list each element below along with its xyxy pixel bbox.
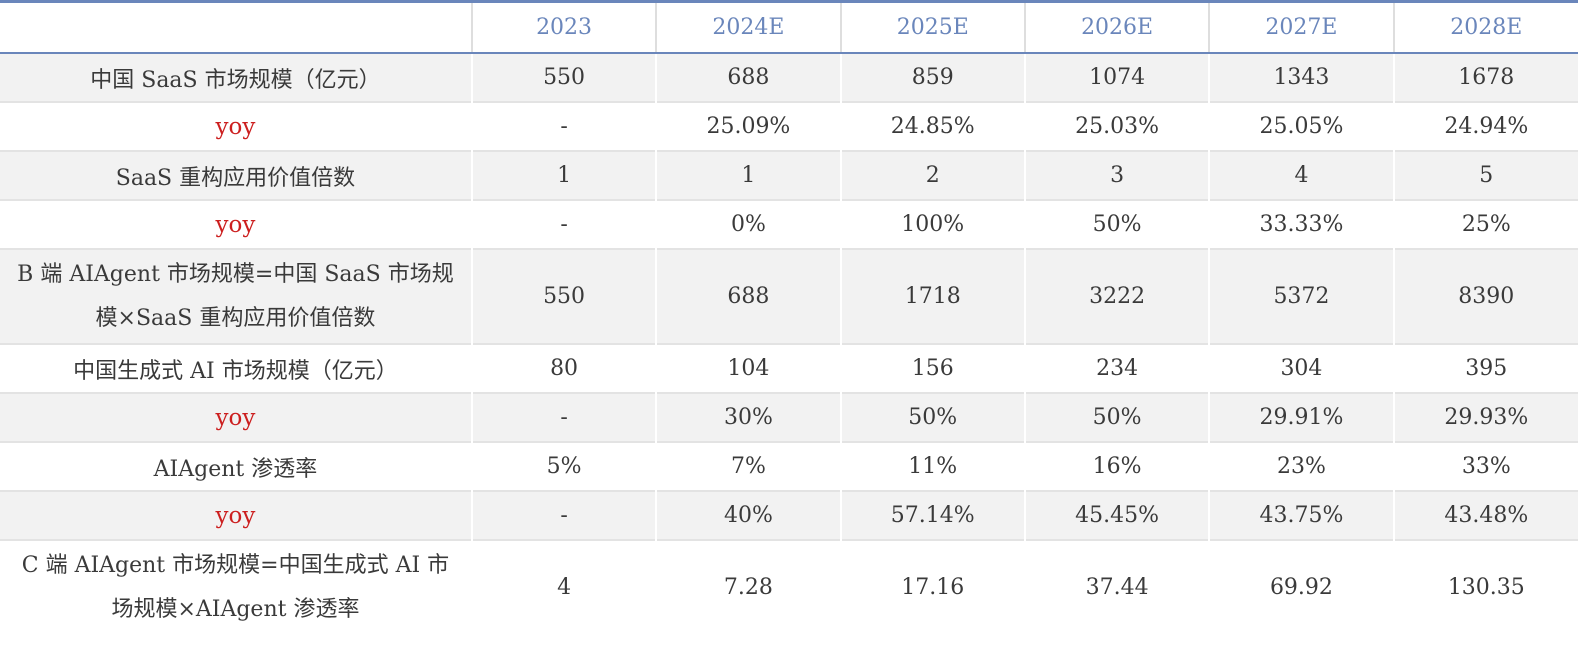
table-cell: 43.48%	[1392, 490, 1578, 540]
table-cell: 5	[1392, 150, 1578, 200]
table-cell: 50%	[1023, 392, 1210, 442]
table-cell: 130.35	[1392, 539, 1578, 634]
table-cell: 156	[839, 343, 1025, 393]
table-cell: 3222	[1023, 248, 1210, 344]
table-cell: 24.94%	[1392, 101, 1578, 151]
row-label: 中国 SaaS 市场规模（亿元）	[0, 52, 472, 102]
row-label-yoy: yoy	[0, 199, 472, 249]
table-cell: 29.91%	[1208, 392, 1394, 442]
table-cell: 550	[470, 248, 657, 344]
row-label: C 端 AIAgent 市场规模=中国生成式 AI 市场规模×AIAgent 渗…	[0, 539, 472, 634]
table-row: 中国生成式 AI 市场规模（亿元） 80 104 156 234 304 395	[0, 343, 1578, 393]
table-cell: 304	[1208, 343, 1394, 393]
market-size-table: 2023 2024E 2025E 2026E 2027E 2028E 中国 Sa…	[0, 3, 1578, 634]
table-cell: 25.05%	[1208, 101, 1394, 151]
row-label-yoy: yoy	[0, 101, 472, 151]
table-cell: 69.92	[1208, 539, 1394, 634]
table-cell: 234	[1023, 343, 1210, 393]
table-cell: -	[470, 101, 657, 151]
header-cell-year: 2024E	[655, 3, 841, 54]
table-cell: 17.16	[839, 539, 1025, 634]
table-cell: 37.44	[1023, 539, 1210, 634]
table-cell: 550	[470, 52, 657, 102]
table-cell: 50%	[1023, 199, 1210, 249]
table-row: yoy - 25.09% 24.85% 25.03% 25.05% 24.94%	[0, 101, 1578, 151]
table-row: 中国 SaaS 市场规模（亿元） 550 688 859 1074 1343 1…	[0, 52, 1578, 102]
table-cell: 5%	[470, 441, 657, 491]
table-cell: 43.75%	[1208, 490, 1394, 540]
table-cell: 1	[655, 150, 841, 200]
header-cell-year: 2026E	[1023, 3, 1210, 54]
table-cell: 2	[839, 150, 1025, 200]
table-cell: 25.09%	[655, 101, 841, 151]
table-cell: 5372	[1208, 248, 1394, 344]
header-row: 2023 2024E 2025E 2026E 2027E 2028E	[0, 3, 1578, 54]
table-cell: 859	[839, 52, 1025, 102]
table-cell: 33.33%	[1208, 199, 1394, 249]
table-cell: 7.28	[655, 539, 841, 634]
table-cell: 33%	[1392, 441, 1578, 491]
row-label-yoy: yoy	[0, 392, 472, 442]
table-cell: 395	[1392, 343, 1578, 393]
table-cell: 40%	[655, 490, 841, 540]
table-cell: 0%	[655, 199, 841, 249]
header-cell-label	[0, 3, 472, 54]
table-cell: 25%	[1392, 199, 1578, 249]
table-cell: 23%	[1208, 441, 1394, 491]
table-row: SaaS 重构应用价值倍数 1 1 2 3 4 5	[0, 150, 1578, 200]
row-label: B 端 AIAgent 市场规模=中国 SaaS 市场规模×SaaS 重构应用价…	[0, 248, 472, 344]
table-cell: 688	[655, 248, 841, 344]
table-cell: 25.03%	[1023, 101, 1210, 151]
table-cell: 1	[470, 150, 657, 200]
table-row: B 端 AIAgent 市场规模=中国 SaaS 市场规模×SaaS 重构应用价…	[0, 248, 1578, 344]
header-cell-year: 2027E	[1208, 3, 1394, 54]
table-cell: -	[470, 490, 657, 540]
row-label: AIAgent 渗透率	[0, 441, 472, 491]
table-cell: 8390	[1392, 248, 1578, 344]
table-cell: -	[470, 199, 657, 249]
header-cell-year: 2028E	[1392, 3, 1578, 54]
table-row: C 端 AIAgent 市场规模=中国生成式 AI 市场规模×AIAgent 渗…	[0, 539, 1578, 634]
table-cell: 29.93%	[1392, 392, 1578, 442]
table-cell: 3	[1023, 150, 1210, 200]
table-cell: 1074	[1023, 52, 1210, 102]
row-label-yoy: yoy	[0, 490, 472, 540]
table-cell: 16%	[1023, 441, 1210, 491]
table-cell: 7%	[655, 441, 841, 491]
table-cell: 4	[470, 539, 657, 634]
table-row: yoy - 0% 100% 50% 33.33% 25%	[0, 199, 1578, 249]
table-row: yoy - 30% 50% 50% 29.91% 29.93%	[0, 392, 1578, 442]
table-cell: 1718	[839, 248, 1025, 344]
table-cell: 4	[1208, 150, 1394, 200]
table-cell: 30%	[655, 392, 841, 442]
header-cell-year: 2025E	[839, 3, 1025, 54]
table-cell: 45.45%	[1023, 490, 1210, 540]
table-cell: 1678	[1392, 52, 1578, 102]
row-label: SaaS 重构应用价值倍数	[0, 150, 472, 200]
row-label: 中国生成式 AI 市场规模（亿元）	[0, 343, 472, 393]
table-cell: -	[470, 392, 657, 442]
table-cell: 100%	[839, 199, 1025, 249]
table-row: AIAgent 渗透率 5% 7% 11% 16% 23% 33%	[0, 441, 1578, 491]
table-cell: 50%	[839, 392, 1025, 442]
table-cell: 80	[470, 343, 657, 393]
table-cell: 11%	[839, 441, 1025, 491]
table-row: yoy - 40% 57.14% 45.45% 43.75% 43.48%	[0, 490, 1578, 540]
table-cell: 24.85%	[839, 101, 1025, 151]
table-cell: 104	[655, 343, 841, 393]
table-cell: 57.14%	[839, 490, 1025, 540]
header-cell-year: 2023	[470, 3, 657, 54]
table-cell: 1343	[1208, 52, 1394, 102]
table-cell: 688	[655, 52, 841, 102]
